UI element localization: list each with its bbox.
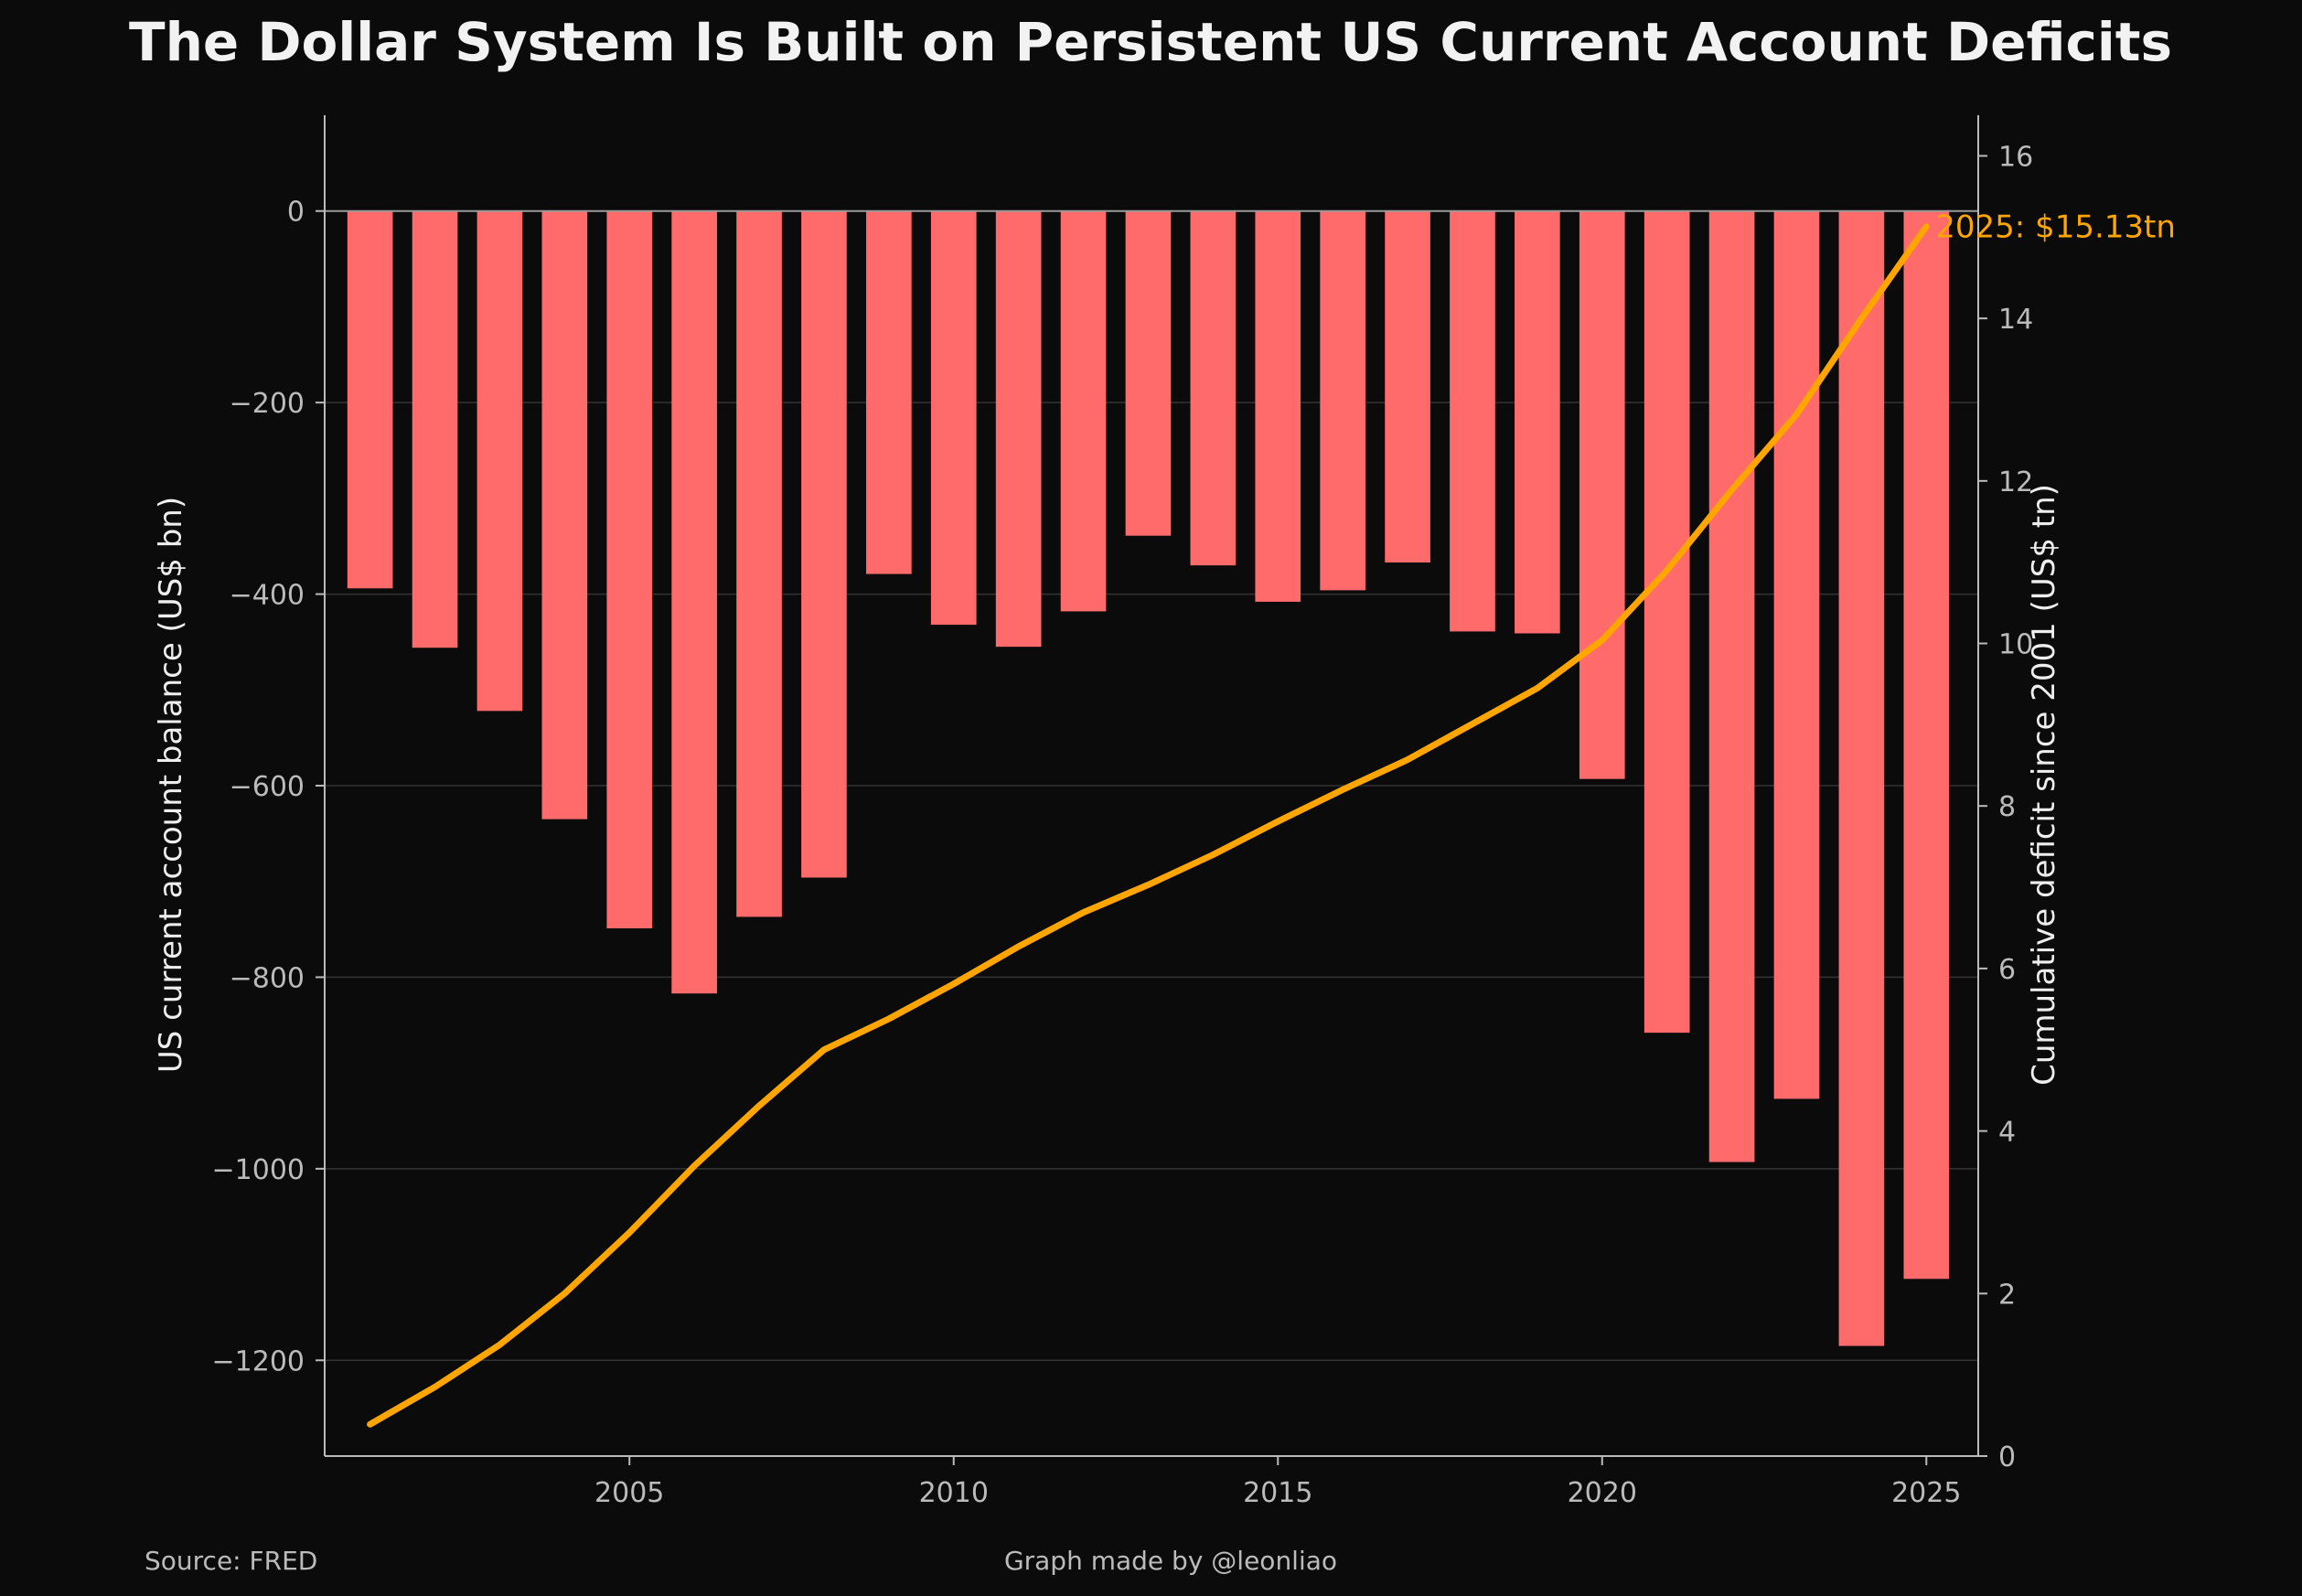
bar-2009 xyxy=(866,210,912,574)
x-tick-label-3: 2020 xyxy=(1568,1477,1637,1509)
bar-2014 xyxy=(1190,210,1237,566)
annotation-label: 2025: $15.13tn xyxy=(1935,209,2176,246)
source-note: Source: FRED xyxy=(145,1546,317,1576)
bar-2002 xyxy=(412,210,458,648)
bar-2010 xyxy=(930,210,977,626)
bar-2001 xyxy=(347,210,393,589)
left-tick-label-2: −400 xyxy=(230,580,305,612)
bar-2012 xyxy=(1060,210,1107,612)
ticks-layer: 0 −200 −400 −600 −800 −1000 −1200 0 2 4 6 8 10 12 14 16… xyxy=(212,141,2034,1509)
left-tick-label-5: −1000 xyxy=(212,1154,305,1186)
bar-2016 xyxy=(1320,210,1365,591)
bar-2007 xyxy=(736,210,782,917)
right-tick-label-7: 14 xyxy=(1998,304,2033,336)
cumulative-line xyxy=(367,223,1930,1428)
bar-2020 xyxy=(1579,210,1625,779)
right-tick-label-2: 4 xyxy=(1998,1117,2016,1149)
bar-2024 xyxy=(1838,210,1885,1346)
bar-2006 xyxy=(671,210,717,994)
right-tick-label-6: 12 xyxy=(1998,466,2033,498)
bar-2008 xyxy=(801,210,847,878)
chart-title: The Dollar System Is Built on Persistent… xyxy=(129,11,2172,73)
bar-2018 xyxy=(1450,210,1495,632)
x-tick-label-0: 2005 xyxy=(594,1477,664,1509)
line-layer xyxy=(367,223,1930,1428)
left-tick-label-1: −200 xyxy=(230,388,305,420)
left-tick-label-3: −600 xyxy=(230,771,305,803)
bars-layer xyxy=(347,210,1950,1346)
right-tick-label-0: 0 xyxy=(1998,1441,2016,1473)
x-tick-label-1: 2010 xyxy=(919,1477,989,1509)
bar-2021 xyxy=(1644,210,1690,1034)
bar-2003 xyxy=(476,210,523,712)
credit-note: Graph made by @leonliao xyxy=(1004,1546,1337,1576)
bar-2017 xyxy=(1385,210,1430,563)
bar-2022 xyxy=(1708,210,1755,1162)
bar-2015 xyxy=(1255,210,1301,602)
right-tick-label-1: 2 xyxy=(1998,1279,2016,1311)
right-tick-label-5: 10 xyxy=(1998,629,2033,661)
grid-layer xyxy=(325,402,1978,1362)
left-tick-label-4: −800 xyxy=(230,962,305,994)
bar-2011 xyxy=(995,210,1042,648)
bar-2005 xyxy=(606,210,653,929)
right-tick-label-4: 8 xyxy=(1998,791,2016,823)
x-tick-label-4: 2025 xyxy=(1891,1477,1961,1509)
bar-2004 xyxy=(541,210,588,819)
left-tick-label-0: 0 xyxy=(287,197,305,229)
x-tick-label-2: 2015 xyxy=(1243,1477,1312,1509)
left-tick-label-6: −1200 xyxy=(212,1345,305,1377)
left-axis-label: US current account balance (US$ bn) xyxy=(153,497,189,1073)
bar-2019 xyxy=(1515,210,1560,634)
right-tick-label-3: 6 xyxy=(1998,954,2016,986)
right-axis-label: Cumulative deficit since 2001 (US$ tn) xyxy=(2026,484,2062,1086)
bar-2025 xyxy=(1903,210,1950,1280)
right-tick-label-8: 16 xyxy=(1998,141,2033,173)
bar-2013 xyxy=(1125,210,1172,536)
bar-2023 xyxy=(1773,210,1820,1099)
